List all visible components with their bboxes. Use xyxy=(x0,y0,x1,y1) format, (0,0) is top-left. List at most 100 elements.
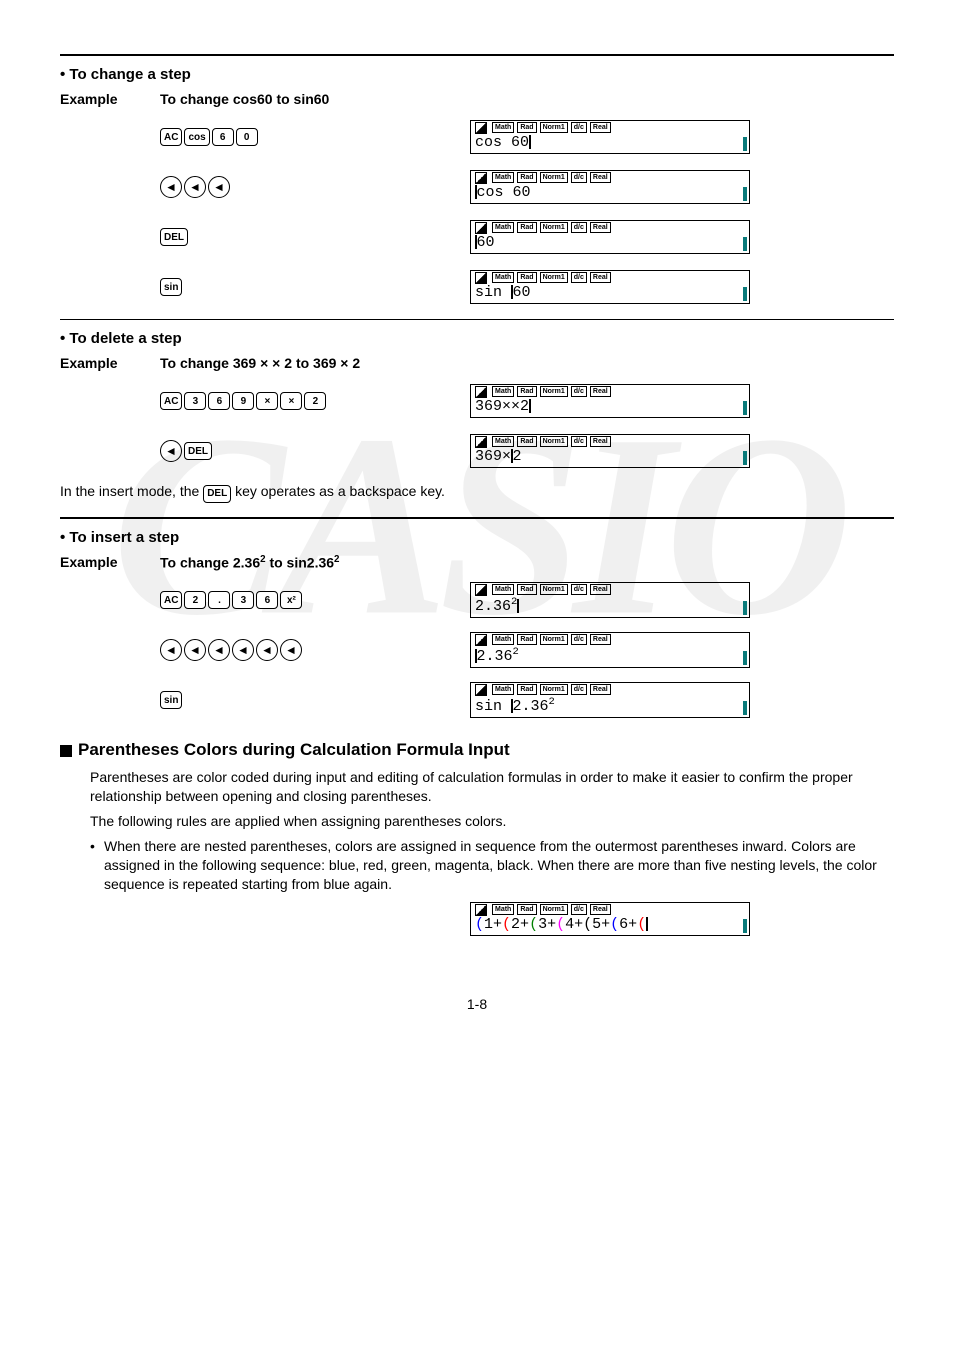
key-6: 6 xyxy=(212,128,234,146)
square-bullet-icon xyxy=(60,745,72,757)
status-badge: Norm1 xyxy=(540,634,568,645)
example-label: Example xyxy=(60,554,160,570)
status-badge: Norm1 xyxy=(540,272,568,283)
key-9: 9 xyxy=(232,392,254,410)
status-badge: Rad xyxy=(517,634,536,645)
clip-icon xyxy=(475,222,487,234)
scroll-indicator-icon xyxy=(743,651,747,665)
key-ac: AC xyxy=(160,591,182,609)
cursor-left-icon: ◄ xyxy=(208,176,230,198)
status-badge: Real xyxy=(590,222,611,233)
key-sin: sin xyxy=(160,691,182,709)
divider xyxy=(60,319,894,320)
status-badge: d/c xyxy=(571,222,587,233)
clip-icon xyxy=(475,272,487,284)
cursor-left-icon: ◄ xyxy=(160,639,182,661)
key-sequence: sin xyxy=(160,278,470,296)
step-row: ACcos60 MathRadNorm1d/cReal cos 60 xyxy=(60,115,894,159)
status-badge: Rad xyxy=(517,904,536,915)
example-desc: To change 2.362 to sin2.362 xyxy=(160,554,339,571)
scroll-indicator-icon xyxy=(743,187,747,201)
key-2: 2 xyxy=(304,392,326,410)
cursor-left-icon: ◄ xyxy=(160,176,182,198)
status-badge: Real xyxy=(590,172,611,183)
key-ac: AC xyxy=(160,392,182,410)
key-sequence: sin xyxy=(160,691,470,709)
step-row: sin MathRadNorm1d/cReal sin 60 xyxy=(60,265,894,309)
status-badge: Math xyxy=(492,122,514,133)
status-badge: Real xyxy=(590,584,611,595)
calculator-screen: MathRadNorm1d/cReal sin 2.362 xyxy=(470,682,750,719)
key-sequence: ◄◄◄ xyxy=(160,176,470,198)
heading-parentheses: Parentheses Colors during Calculation Fo… xyxy=(60,740,894,760)
body-text: Parentheses are color coded during input… xyxy=(90,768,894,806)
cursor-left-icon: ◄ xyxy=(232,639,254,661)
status-badge: Rad xyxy=(517,272,536,283)
scroll-indicator-icon xyxy=(743,237,747,251)
status-badge: Rad xyxy=(517,122,536,133)
key-×: × xyxy=(280,392,302,410)
key-sequence: DEL xyxy=(160,228,470,246)
status-badge: Norm1 xyxy=(540,584,568,595)
status-badge: Rad xyxy=(517,684,536,695)
status-badge: Rad xyxy=(517,222,536,233)
status-badge: Math xyxy=(492,436,514,447)
example-label: Example xyxy=(60,91,160,107)
heading-insert-step: • To insert a step xyxy=(60,529,894,546)
cursor-left-icon: ◄ xyxy=(160,440,182,462)
status-badge: Norm1 xyxy=(540,386,568,397)
step-row: ◄◄◄◄◄◄ MathRadNorm1d/cReal 2.362 xyxy=(60,628,894,672)
status-badge: Norm1 xyxy=(540,904,568,915)
calculator-screen: MathRadNorm1d/cReal sin 60 xyxy=(470,270,750,305)
status-badge: d/c xyxy=(571,122,587,133)
step-row: ◄DEL MathRadNorm1d/cReal 369×2 xyxy=(60,429,894,473)
status-badge: Math xyxy=(492,684,514,695)
key-sequence: AC369××2 xyxy=(160,392,470,410)
example-desc: To change 369 × × 2 to 369 × 2 xyxy=(160,355,360,371)
status-badge: Math xyxy=(492,904,514,915)
key-sin: sin xyxy=(160,278,182,296)
status-badge: Real xyxy=(590,634,611,645)
scroll-indicator-icon xyxy=(743,451,747,465)
scroll-indicator-icon xyxy=(743,137,747,151)
status-badge: d/c xyxy=(571,634,587,645)
scroll-indicator-icon xyxy=(743,401,747,415)
clip-icon xyxy=(475,684,487,696)
calculator-screen: MathRadNorm1d/cReal (1+(2+(3+(4+(5+(6+( xyxy=(470,902,750,937)
key-cos: cos xyxy=(184,128,209,146)
status-badge: Real xyxy=(590,904,611,915)
status-badge: Norm1 xyxy=(540,436,568,447)
key-ac: AC xyxy=(160,128,182,146)
key-2: 2 xyxy=(184,591,206,609)
status-badge: Math xyxy=(492,584,514,595)
status-badge: d/c xyxy=(571,684,587,695)
key-3: 3 xyxy=(184,392,206,410)
clip-icon xyxy=(475,122,487,134)
del-key-icon: DEL xyxy=(203,485,231,503)
status-badge: Math xyxy=(492,272,514,283)
key-x²: x² xyxy=(280,591,302,609)
step-row: AC2.36x² MathRadNorm1d/cReal 2.362 xyxy=(60,578,894,622)
example-desc: To change cos60 to sin60 xyxy=(160,91,329,107)
calculator-screen: MathRadNorm1d/cReal 2.362 xyxy=(470,582,750,619)
status-badge: Real xyxy=(590,272,611,283)
clip-icon xyxy=(475,634,487,646)
status-badge: d/c xyxy=(571,172,587,183)
calculator-screen: MathRadNorm1d/cReal 369×2 xyxy=(470,434,750,469)
clip-icon xyxy=(475,904,487,916)
scroll-indicator-icon xyxy=(743,701,747,715)
key-del: DEL xyxy=(160,228,188,246)
calculator-screen: MathRadNorm1d/cReal cos 60 xyxy=(470,120,750,155)
key-×: × xyxy=(256,392,278,410)
status-badge: d/c xyxy=(571,272,587,283)
clip-icon xyxy=(475,386,487,398)
status-badge: Math xyxy=(492,634,514,645)
status-badge: Rad xyxy=(517,584,536,595)
body-bullet: • When there are nested parentheses, col… xyxy=(90,837,894,894)
key-3: 3 xyxy=(232,591,254,609)
divider xyxy=(60,517,894,519)
step-row: AC369××2 MathRadNorm1d/cReal 369××2 xyxy=(60,379,894,423)
clip-icon xyxy=(475,584,487,596)
key-0: 0 xyxy=(236,128,258,146)
note-text: In the insert mode, the DEL key operates… xyxy=(60,483,894,503)
